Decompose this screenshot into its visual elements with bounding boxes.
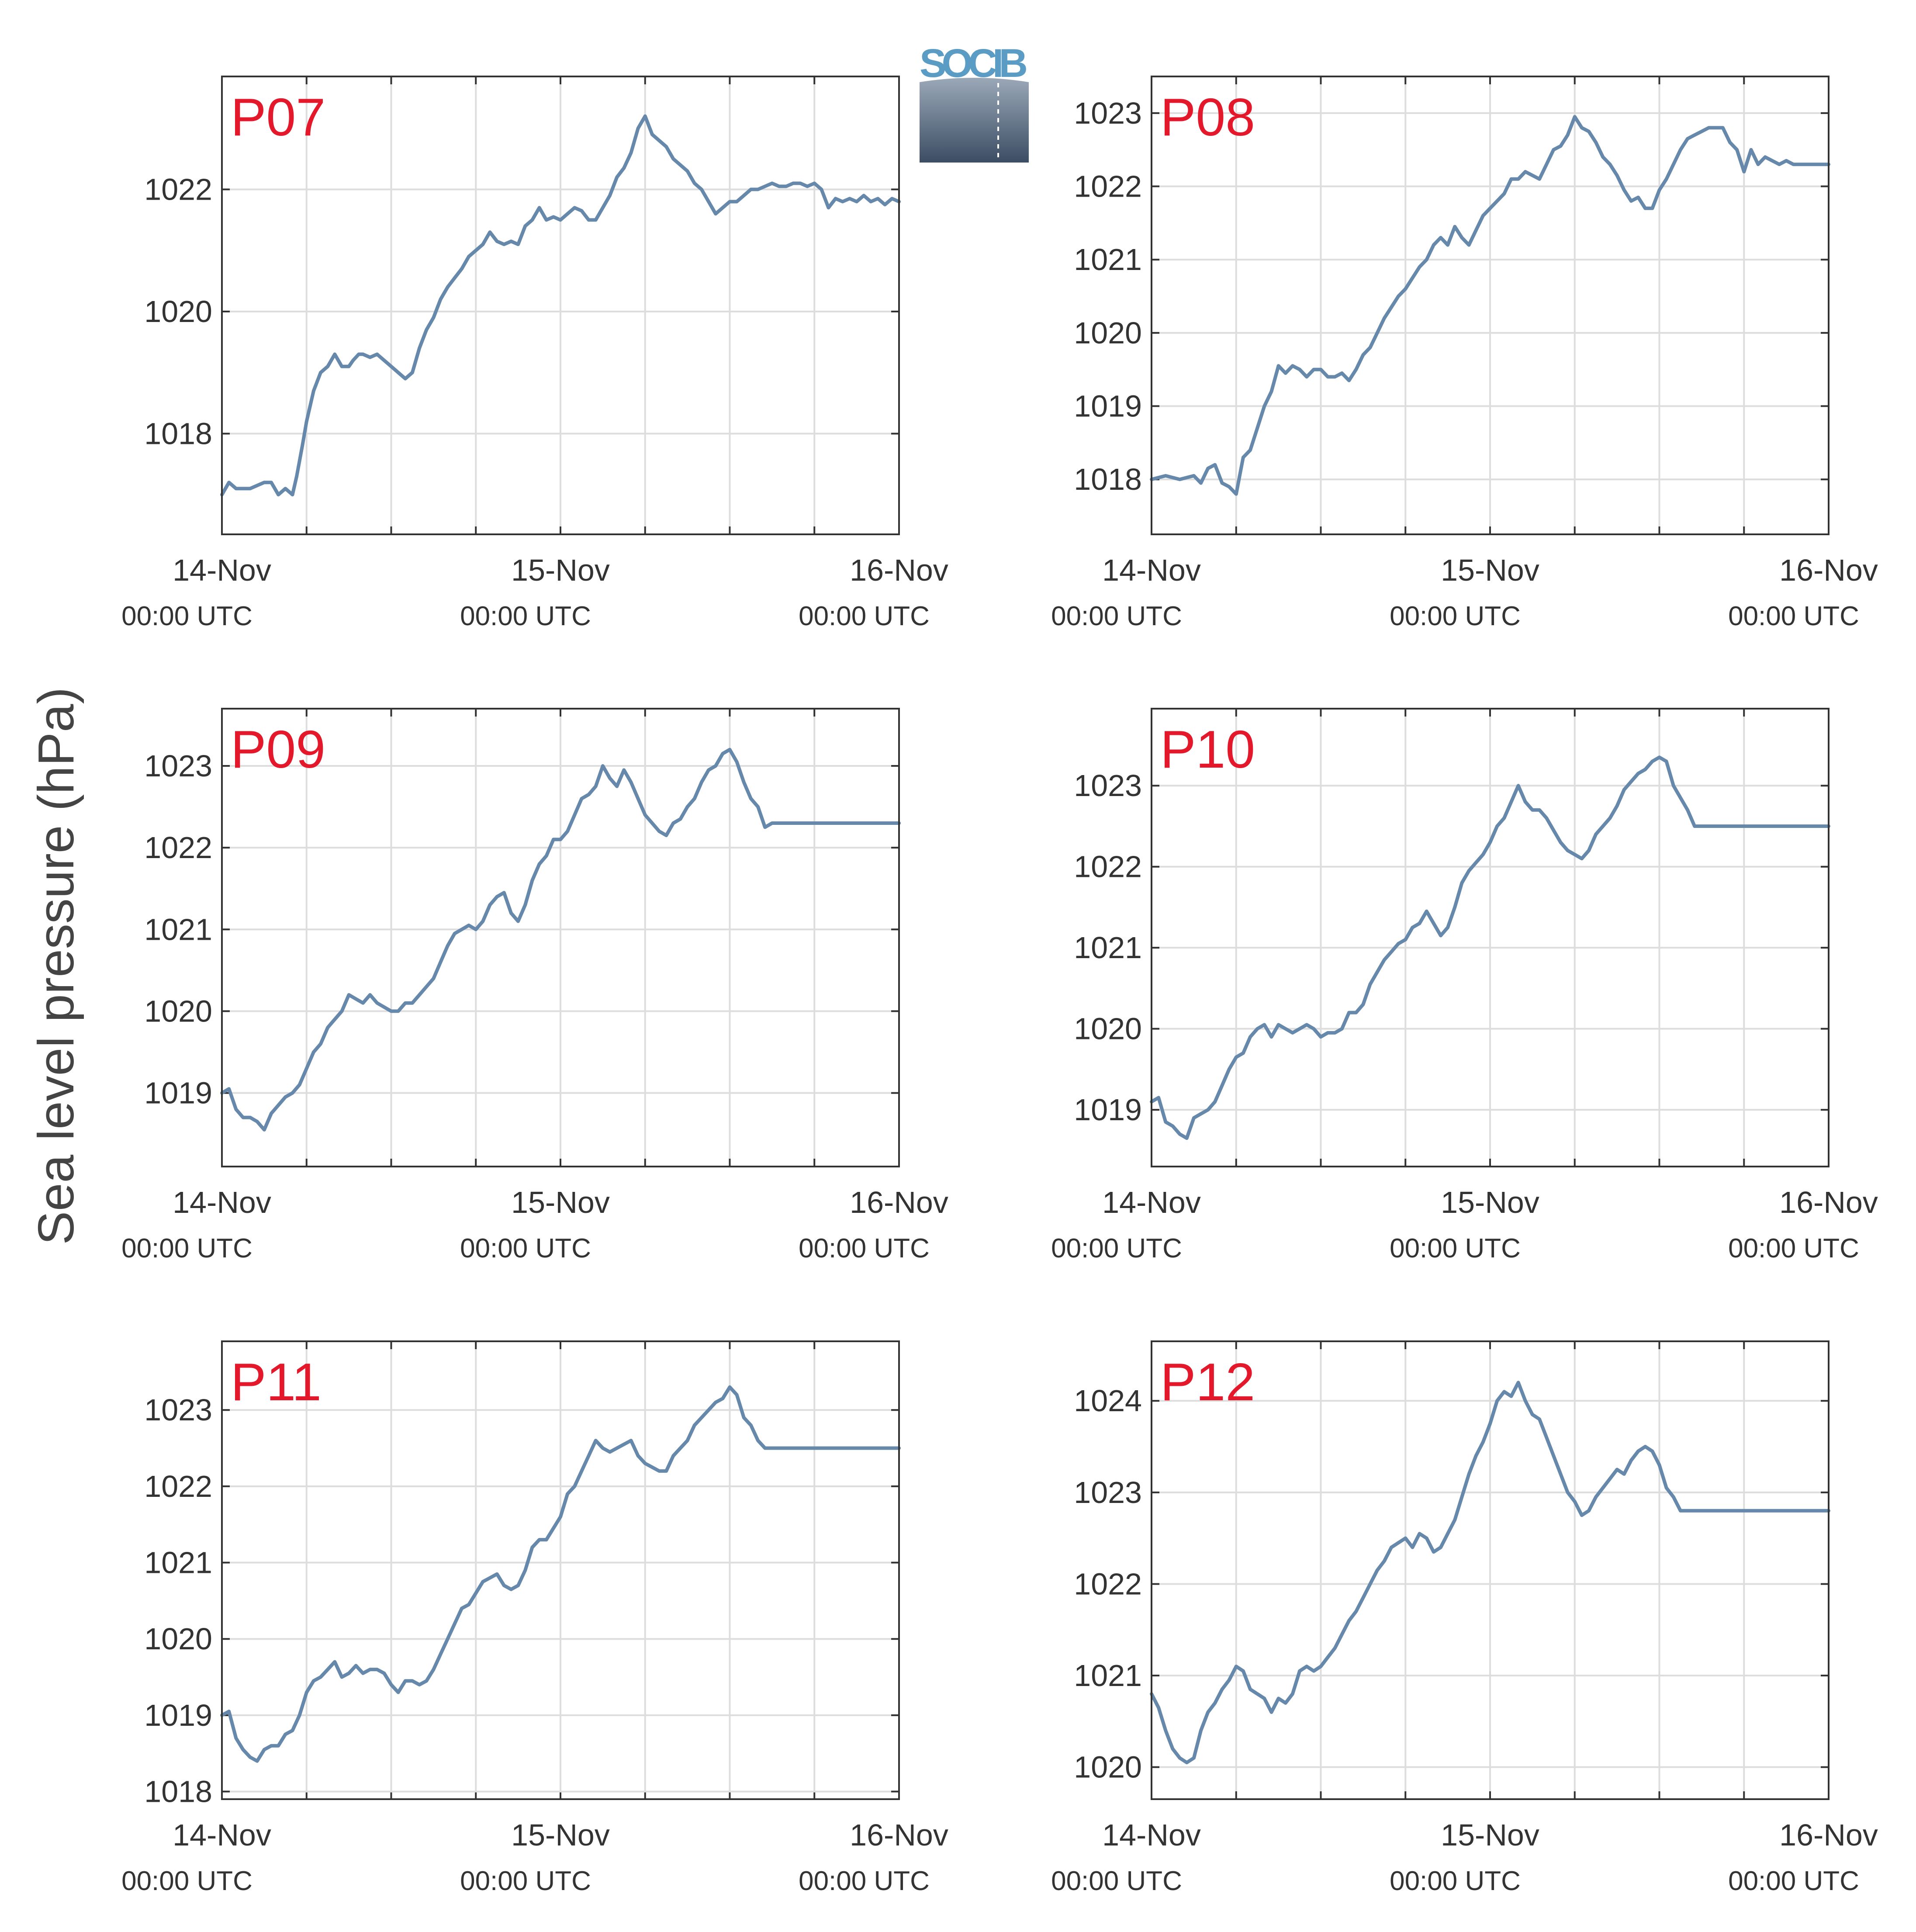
y-tick-label: 1020 [1074, 316, 1142, 350]
plot-frame [221, 1340, 900, 1800]
panel-p07: 1018 1020 1022 14-Nov 00:00 UTC 15-Nov 00:00 U… [121, 76, 948, 631]
x-tick-label: 15-Nov [511, 1818, 610, 1852]
x-tick-sublabel: 00:00 UTC [121, 601, 252, 631]
plot-frame [221, 708, 900, 1167]
y-tick-label: 1023 [144, 749, 212, 783]
y-tick-label: 1023 [1074, 769, 1142, 803]
panel-title: P08 [1160, 87, 1255, 147]
x-tick-sublabel: 00:00 UTC [121, 1233, 252, 1264]
x-tick-sublabel: 00:00 UTC [1051, 1233, 1182, 1264]
panel-p11: 1018 1019 1020 1021 1022 1023 14-Nov 00:00 UTC 1… [121, 1340, 948, 1896]
x-tick-label: 15-Nov [1441, 553, 1539, 587]
y-tick-label: 1020 [1074, 1750, 1142, 1784]
y-tick-label: 1019 [144, 1076, 212, 1110]
y-tick-label: 1023 [1074, 1475, 1142, 1510]
panel-p08: 1018 1019 1020 1021 1022 1023 14-Nov 00:00 UTC 1… [1051, 76, 1878, 631]
plot-frame [1151, 1340, 1830, 1800]
y-tick-label: 1022 [1074, 170, 1142, 204]
x-tick-label: 14-Nov [1102, 1185, 1201, 1219]
y-tick-label: 1022 [1074, 1567, 1142, 1601]
x-tick-label: 15-Nov [1441, 1818, 1539, 1852]
y-tick-label: 1023 [144, 1393, 212, 1427]
y-tick-label: 1022 [144, 173, 212, 207]
panel-title: P09 [231, 720, 325, 779]
x-tick-label: 16-Nov [1779, 1185, 1878, 1219]
x-tick-sublabel: 00:00 UTC [1728, 1233, 1859, 1264]
y-tick-label: 1021 [1074, 242, 1142, 277]
panel-title: P10 [1160, 720, 1255, 779]
x-tick-sublabel: 00:00 UTC [799, 1866, 930, 1896]
y-axis-label: Sea level pressure (hPa) [28, 687, 84, 1245]
x-tick-sublabel: 00:00 UTC [1051, 1866, 1182, 1896]
x-tick-sublabel: 00:00 UTC [1728, 1866, 1859, 1896]
pressure-line [220, 1385, 901, 1763]
plot-frame [1151, 76, 1830, 535]
socib-logo: SOCIB [920, 41, 1029, 163]
x-tick-sublabel: 00:00 UTC [121, 1866, 252, 1896]
y-tick-label: 1023 [1074, 96, 1142, 130]
y-tick-label: 1021 [1074, 931, 1142, 965]
y-tick-label: 1019 [1074, 389, 1142, 423]
x-tick-label: 16-Nov [1779, 1818, 1878, 1852]
pressure-line [220, 114, 901, 497]
x-tick-sublabel: 00:00 UTC [460, 1866, 591, 1896]
x-tick-label: 14-Nov [173, 553, 271, 587]
x-tick-sublabel: 00:00 UTC [1390, 1233, 1521, 1264]
plot-frame [221, 76, 900, 535]
x-tick-label: 15-Nov [511, 553, 610, 587]
y-tick-label: 1024 [1074, 1384, 1142, 1418]
panel-p09: 1019 1020 1021 1022 1023 14-Nov 00:00 UTC 15-No… [121, 708, 948, 1264]
x-tick-label: 16-Nov [850, 553, 948, 587]
panels: 1018 1020 1022 14-Nov 00:00 UTC 15-Nov 00:00 U… [121, 76, 1878, 1896]
x-tick-sublabel: 00:00 UTC [460, 601, 591, 631]
y-tick-label: 1020 [144, 994, 212, 1028]
y-tick-label: 1018 [144, 416, 212, 450]
y-tick-label: 1018 [144, 1775, 212, 1809]
y-tick-label: 1022 [144, 1469, 212, 1503]
y-tick-label: 1021 [144, 912, 212, 946]
x-tick-sublabel: 00:00 UTC [1051, 601, 1182, 631]
y-tick-label: 1020 [144, 294, 212, 329]
panel-p12: 1020 1021 1022 1023 1024 14-Nov 00:00 UTC 15-No… [1051, 1340, 1878, 1896]
x-tick-sublabel: 00:00 UTC [1390, 601, 1521, 631]
x-tick-sublabel: 00:00 UTC [799, 601, 930, 631]
pressure-line [1150, 755, 1830, 1140]
plot-frame [1151, 708, 1830, 1167]
x-tick-label: 16-Nov [850, 1818, 948, 1852]
x-tick-sublabel: 00:00 UTC [460, 1233, 591, 1264]
y-tick-label: 1019 [1074, 1093, 1142, 1127]
x-tick-label: 15-Nov [511, 1185, 610, 1219]
y-tick-label: 1020 [144, 1622, 212, 1656]
x-tick-label: 14-Nov [1102, 553, 1201, 587]
pressure-line [1150, 115, 1830, 496]
y-tick-label: 1020 [1074, 1012, 1142, 1046]
y-tick-label: 1021 [144, 1546, 212, 1580]
panel-p10: 1019 1020 1021 1022 1023 14-Nov 00:00 UTC 15-No… [1051, 708, 1878, 1264]
panel-title: P07 [231, 87, 325, 147]
x-tick-label: 15-Nov [1441, 1185, 1539, 1219]
y-tick-label: 1021 [1074, 1658, 1142, 1693]
x-tick-label: 14-Nov [173, 1818, 271, 1852]
logo-text: SOCIB [920, 41, 1029, 86]
x-tick-label: 16-Nov [1779, 553, 1878, 587]
y-tick-label: 1018 [1074, 462, 1142, 496]
y-tick-label: 1022 [144, 831, 212, 865]
x-tick-label: 16-Nov [850, 1185, 948, 1219]
panel-title: P12 [1160, 1352, 1255, 1412]
x-tick-sublabel: 00:00 UTC [1390, 1866, 1521, 1896]
pressure-line [220, 748, 901, 1132]
x-tick-label: 14-Nov [173, 1185, 271, 1219]
pressure-line [1150, 1381, 1830, 1765]
x-tick-sublabel: 00:00 UTC [799, 1233, 930, 1264]
panel-title: P11 [231, 1352, 322, 1412]
x-tick-sublabel: 00:00 UTC [1728, 601, 1859, 631]
x-tick-label: 14-Nov [1102, 1818, 1201, 1852]
y-tick-label: 1022 [1074, 850, 1142, 884]
y-tick-label: 1019 [144, 1698, 212, 1732]
